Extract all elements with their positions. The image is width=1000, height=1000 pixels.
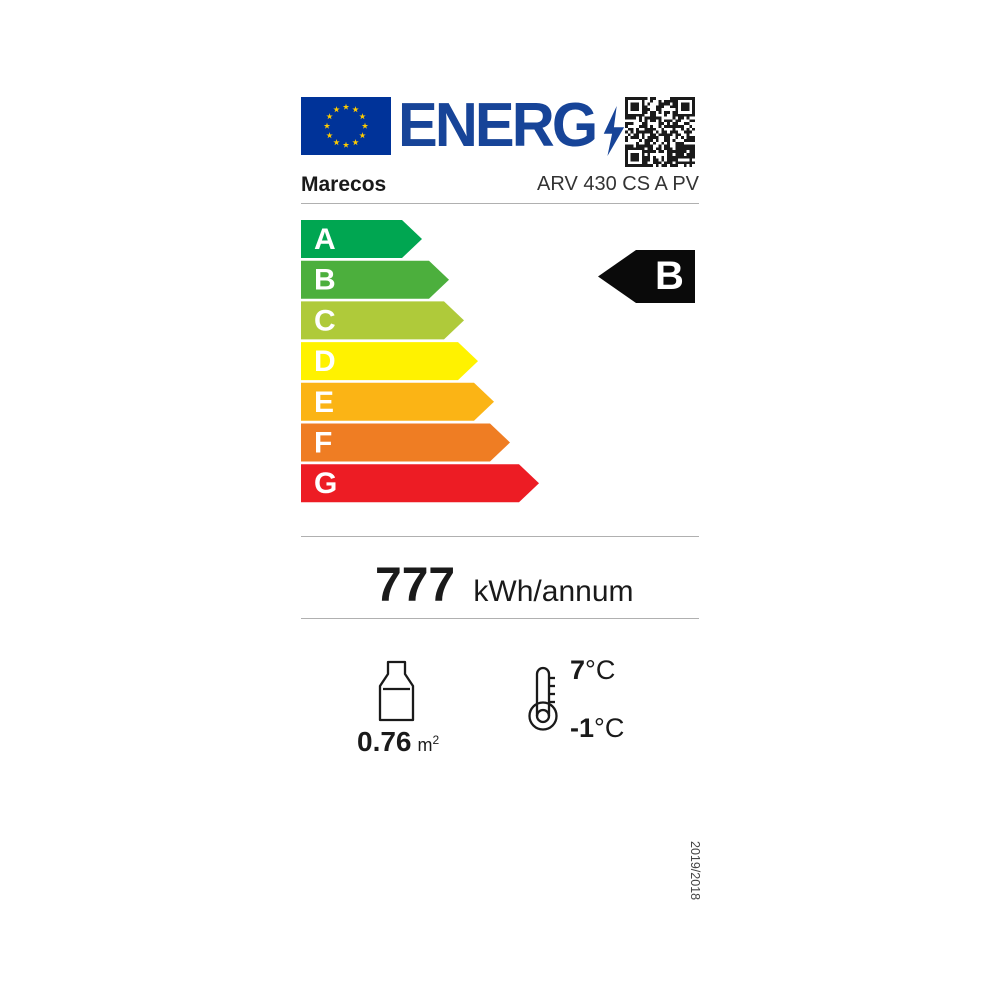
- svg-text:G: G: [314, 467, 337, 500]
- svg-text:F: F: [314, 427, 332, 460]
- svg-text:A: A: [314, 223, 336, 256]
- svg-text:B: B: [655, 254, 684, 298]
- svg-text:B: B: [314, 264, 336, 297]
- svg-text:C: C: [314, 304, 336, 337]
- svg-text:E: E: [314, 386, 334, 419]
- svg-text:D: D: [314, 345, 336, 378]
